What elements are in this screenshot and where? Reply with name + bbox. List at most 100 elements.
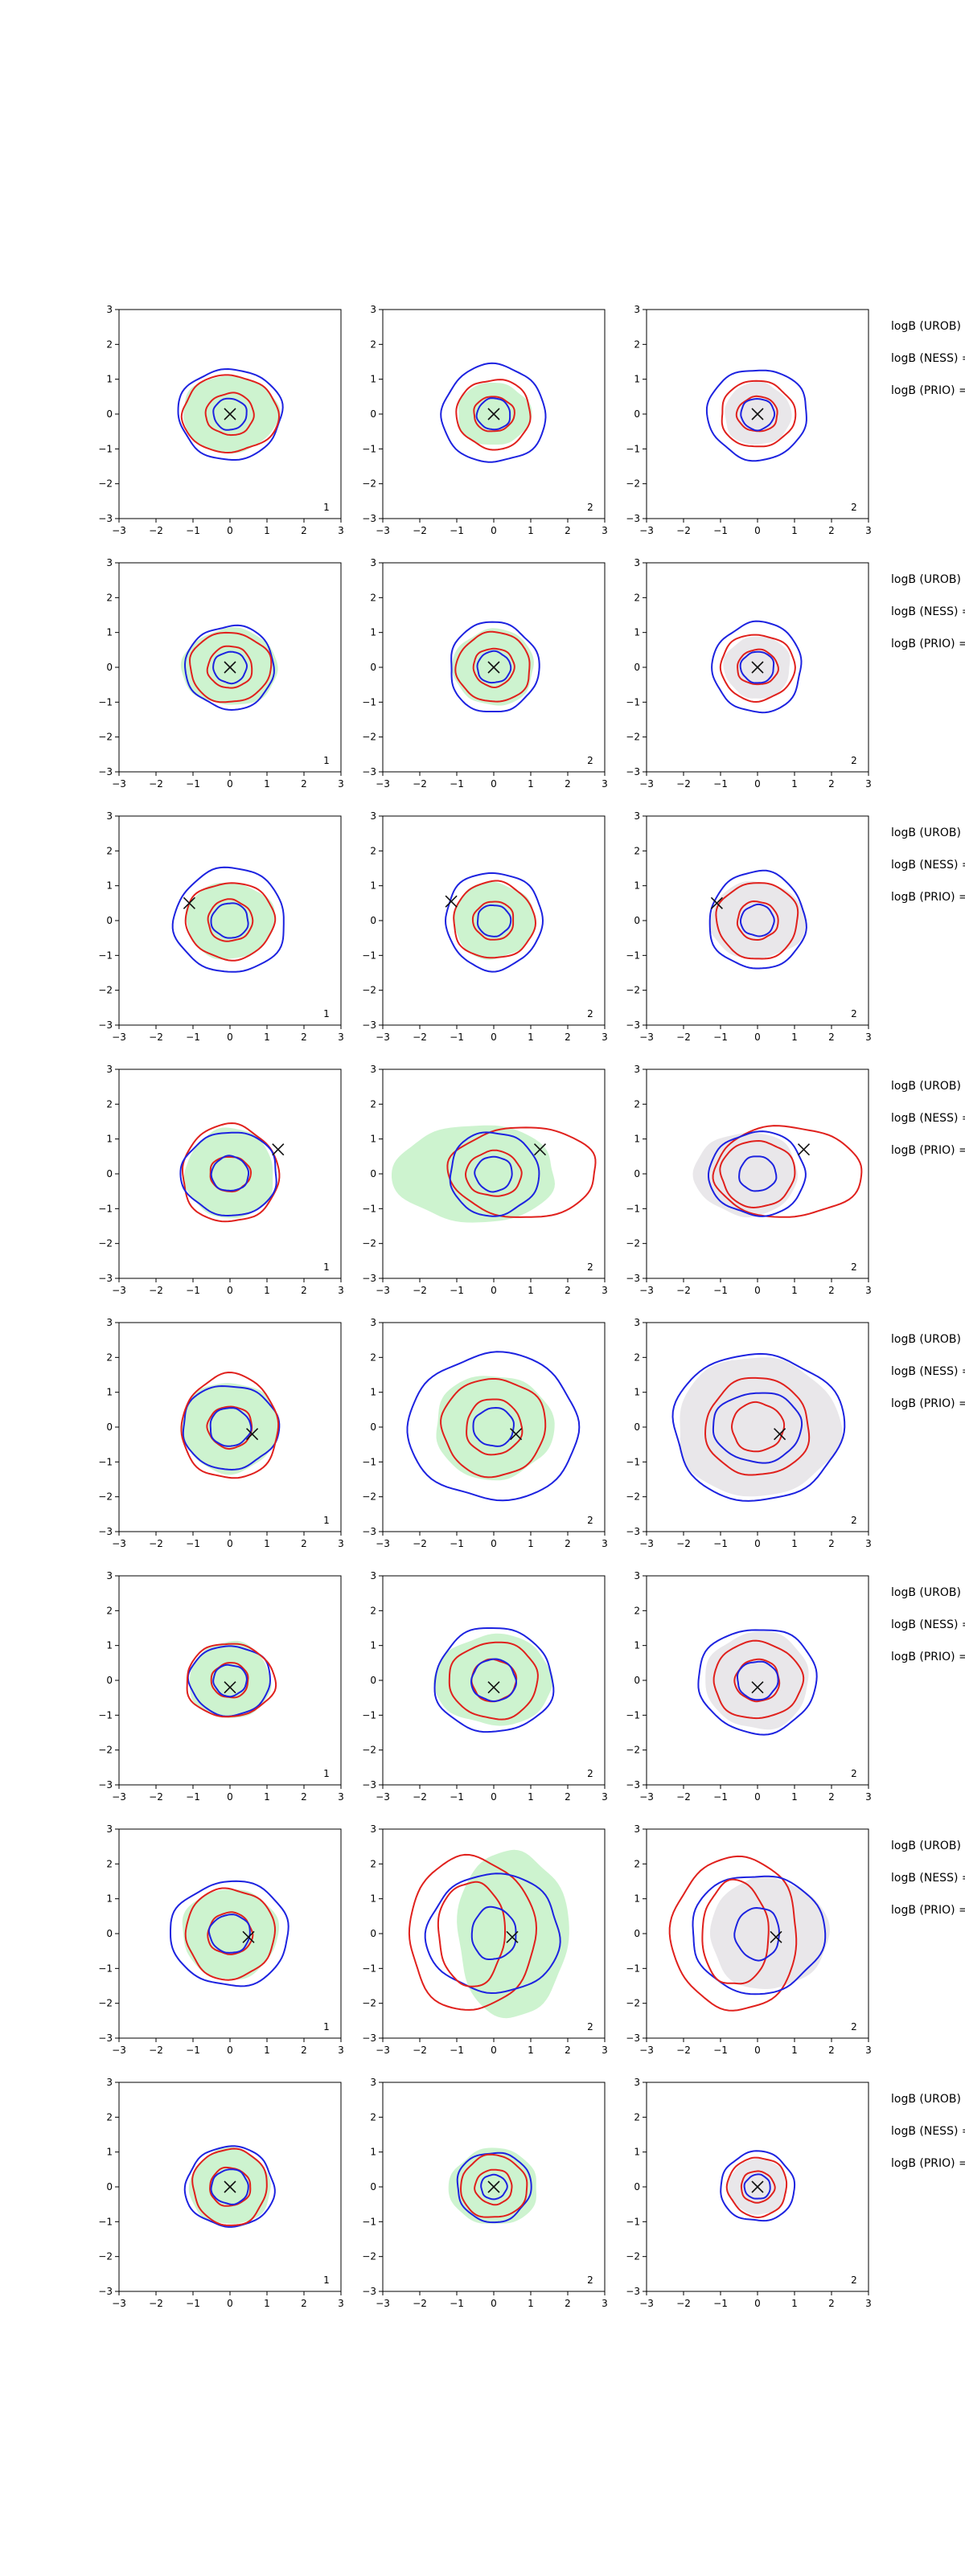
blue-contour — [476, 904, 512, 937]
panel-number-label: 2 — [587, 1768, 593, 1779]
x-tick-label: 2 — [565, 1032, 571, 1043]
blue-contour — [424, 1873, 561, 1995]
y-tick-label: −3 — [626, 766, 640, 777]
y-tick-label: −3 — [362, 1779, 376, 1790]
density-fill — [726, 2159, 786, 2215]
y-tick-label: 1 — [634, 1640, 640, 1651]
panel-number-label: 2 — [851, 1008, 857, 1019]
y-tick-label: 2 — [106, 338, 113, 350]
side-label: logB (UROB) — [891, 1080, 961, 1093]
plot-area — [708, 869, 807, 970]
true-value-marker — [506, 1930, 519, 1943]
panel-r5-c1: −3−3 −2 −2 −1 −1 0 0 1 1 2 2 3 3 1 — [98, 1317, 344, 1549]
x-tick-label: −3 — [376, 2045, 390, 2056]
blue-contour — [480, 2173, 508, 2201]
x-tick-label: 2 — [565, 1285, 571, 1296]
y-tick-label: 2 — [370, 845, 376, 856]
blue-contour — [476, 650, 512, 684]
x-tick-label: 3 — [865, 1538, 872, 1549]
y-tick-label: −2 — [98, 2251, 113, 2262]
x-tick-label: 2 — [565, 525, 571, 536]
blue-contour — [470, 1905, 517, 1960]
y-tick-label: −1 — [98, 2216, 113, 2227]
x-tick-label: −2 — [676, 1538, 691, 1549]
y-tick-label: −2 — [362, 1238, 376, 1249]
density-fill — [458, 383, 532, 445]
y-tick-label: 1 — [370, 1387, 376, 1398]
y-tick-label: 3 — [106, 1570, 113, 1581]
x-tick-label: −2 — [413, 1285, 427, 1296]
x-tick-label: −3 — [112, 1791, 126, 1803]
y-tick-label: −1 — [98, 1456, 113, 1467]
y-tick-label: 1 — [106, 1387, 113, 1398]
x-tick-label: 2 — [301, 778, 307, 790]
density-fill — [182, 1889, 280, 1979]
x-tick-label: 3 — [602, 2045, 608, 2056]
red-contour — [712, 1125, 863, 1218]
x-tick-label: −3 — [112, 1032, 126, 1043]
true-value-marker — [224, 661, 236, 674]
true-value-marker — [487, 661, 500, 674]
y-tick-label: −1 — [98, 1963, 113, 1974]
red-contour — [408, 1853, 538, 2011]
x-tick-label: 0 — [491, 1538, 497, 1549]
y-tick-label: 2 — [634, 1858, 640, 1869]
red-contour — [184, 1887, 277, 1981]
y-tick-label: −1 — [98, 1203, 113, 1214]
red-contour — [725, 2156, 788, 2219]
row-8-side-labels: logB (UROB) logB (NESS) = logB (PRIO) = — [891, 2093, 965, 2170]
x-tick-label: −1 — [450, 1285, 464, 1296]
x-tick-label: −2 — [149, 1285, 163, 1296]
x-tick-label: 0 — [754, 525, 761, 536]
side-label: logB (NESS) = — [891, 1112, 965, 1125]
x-tick-label: −1 — [186, 1032, 200, 1043]
y-tick-label: −2 — [626, 478, 640, 490]
blue-contour — [406, 1351, 581, 1502]
x-tick-label: 1 — [264, 1791, 270, 1803]
x-tick-label: 1 — [264, 778, 270, 790]
x-tick-label: 0 — [491, 1285, 497, 1296]
x-tick-label: 0 — [227, 525, 233, 536]
x-tick-label: 1 — [528, 1032, 534, 1043]
red-contour — [210, 1662, 249, 1699]
y-tick-label: 0 — [634, 915, 640, 926]
y-tick-label: 3 — [634, 1570, 640, 1581]
y-tick-label: 3 — [634, 1064, 640, 1075]
panel-number-label: 2 — [851, 1768, 857, 1779]
blue-contour — [737, 1660, 779, 1701]
x-tick-label: −3 — [639, 525, 654, 536]
blue-contour — [433, 1627, 555, 1733]
x-tick-label: −3 — [112, 2298, 126, 2309]
y-tick-label: −1 — [362, 2216, 376, 2227]
y-tick-label: −1 — [626, 696, 640, 708]
panel-number-label: 1 — [323, 502, 330, 513]
x-tick-label: −3 — [376, 1538, 390, 1549]
blue-contour — [212, 397, 248, 431]
x-tick-label: 0 — [227, 1032, 233, 1043]
y-tick-label: 2 — [106, 592, 113, 603]
panel-number-label: 2 — [587, 1008, 593, 1019]
side-label: logB (PRIO) = — [891, 1651, 965, 1663]
y-tick-label: 2 — [106, 845, 113, 856]
side-label: logB (UROB) — [891, 1586, 961, 1599]
row-7-side-labels: logB (UROB) logB (NESS) = logB (PRIO) = — [891, 1840, 965, 1917]
panel-number-label: 2 — [851, 755, 857, 766]
y-tick-label: 0 — [106, 1928, 113, 1939]
y-tick-label: 1 — [106, 374, 113, 385]
panel-number-label: 2 — [587, 1515, 593, 1526]
y-tick-label: 0 — [370, 2181, 376, 2192]
density-fill — [185, 883, 275, 960]
x-tick-label: 2 — [565, 1538, 571, 1549]
blue-contour — [449, 1131, 540, 1217]
plot-area — [697, 1629, 818, 1736]
y-tick-label: 0 — [634, 1675, 640, 1686]
red-contour — [191, 2147, 268, 2226]
x-tick-label: 2 — [301, 1538, 307, 1549]
red-contour — [715, 882, 799, 960]
x-tick-label: −3 — [376, 525, 390, 536]
density-fill — [392, 1125, 555, 1223]
x-tick-label: 1 — [264, 1285, 270, 1296]
y-tick-label: 1 — [634, 1387, 640, 1398]
blue-contour — [212, 1663, 248, 1698]
side-label: logB (NESS) = — [891, 859, 965, 872]
